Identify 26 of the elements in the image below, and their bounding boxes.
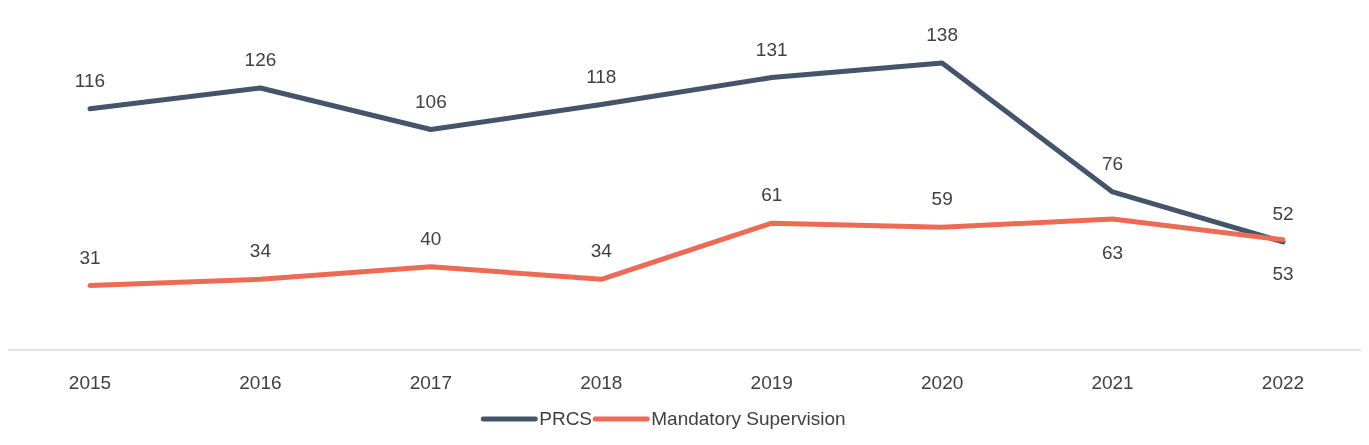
data-label: 126 [244,48,277,70]
legend-label: PRCS [539,408,593,429]
data-label: 53 [1272,262,1294,284]
data-label: 31 [79,246,101,268]
x-tick-label: 2017 [409,372,452,393]
data-label: 63 [1102,241,1124,263]
data-label: 138 [926,24,958,45]
data-label: 106 [415,90,447,112]
x-tick-label: 2015 [68,372,112,393]
data-label: 52 [1272,202,1294,224]
x-tick-label: 2018 [580,372,623,393]
data-label: 34 [590,240,613,262]
data-label: 34 [249,240,272,262]
data-label: 131 [755,38,788,60]
data-label: 59 [931,188,953,210]
x-tick-label: 2021 [1091,372,1134,393]
data-label: 76 [1102,152,1124,174]
data-label: 118 [586,65,617,87]
data-label: 61 [761,184,783,206]
x-tick-label: 2019 [750,372,793,393]
legend-label: Mandatory Supervision [651,408,846,429]
x-tick-label: 2016 [239,372,282,393]
data-label: 40 [420,227,442,249]
x-tick-label: 2020 [921,372,964,393]
data-label: 116 [74,69,106,91]
x-tick-label: 2022 [1261,372,1305,393]
